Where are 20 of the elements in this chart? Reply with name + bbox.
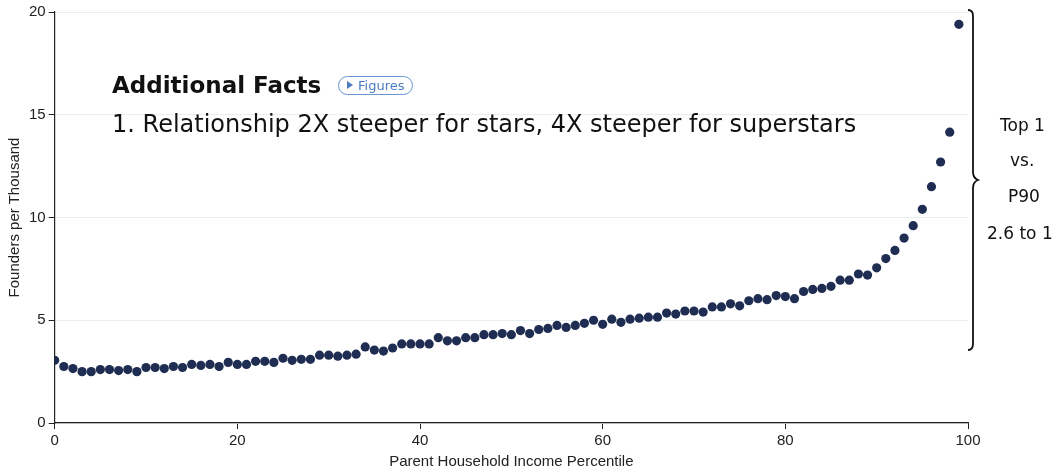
x-tick-label: 60 [594, 431, 612, 449]
x-tick-label: 80 [776, 431, 794, 449]
y-tick-label: 0 [37, 413, 46, 431]
x-axis-title: Parent Household Income Percentile [389, 452, 634, 470]
text: P90 [1008, 186, 1040, 206]
y-axis-title: Founders per Thousand [5, 137, 23, 298]
x-tick-label: 100 [955, 431, 981, 449]
text: vs. [1010, 150, 1035, 170]
x-tick-label: 40 [411, 431, 429, 449]
x-tick-label: 20 [229, 431, 246, 449]
y-tick-label: 5 [37, 310, 46, 328]
annotation: 1. Relationship 2X steeper for stars, 4X steeper for superstars [112, 110, 857, 138]
x-tick-label: 0 [50, 431, 59, 449]
text: Top 1 [1000, 115, 1045, 135]
annotation: Figures [358, 78, 405, 93]
annotation: Additional Facts [112, 72, 322, 98]
y-tick-label: 20 [29, 2, 46, 20]
y-tick-label: 15 [29, 104, 46, 122]
y-tick-label: 10 [29, 207, 46, 225]
text: 2.6 to 1 [987, 223, 1053, 243]
